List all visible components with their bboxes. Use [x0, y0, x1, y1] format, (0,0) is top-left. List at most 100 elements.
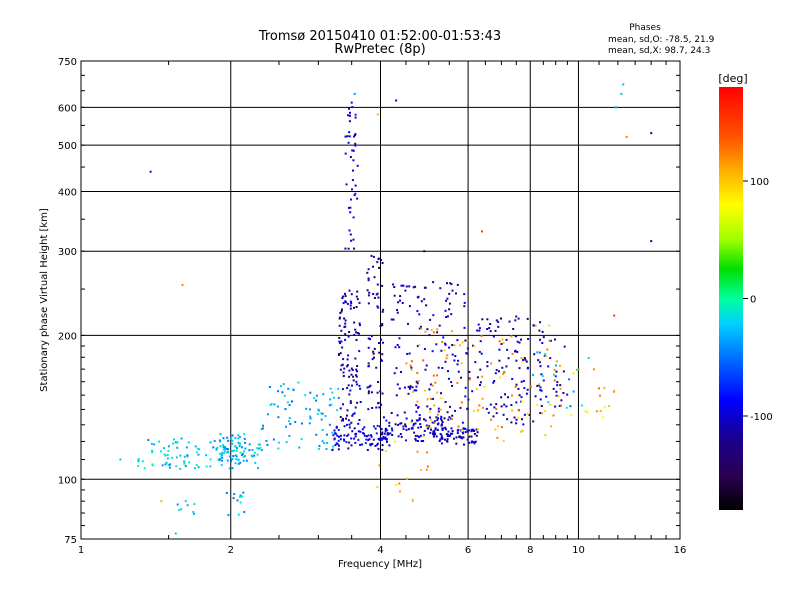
data-point [556, 384, 559, 387]
data-point [355, 432, 358, 435]
data-point [456, 339, 459, 342]
data-point [382, 435, 385, 438]
data-point [490, 362, 493, 365]
data-point [338, 435, 341, 438]
data-point [456, 363, 459, 366]
data-point [348, 331, 351, 333]
data-point [414, 437, 417, 440]
data-point [383, 432, 386, 435]
data-point [381, 353, 384, 356]
data-point [346, 365, 349, 368]
data-point [260, 449, 263, 452]
colorbar-tick-label: 100 [750, 177, 769, 188]
data-point [239, 451, 242, 454]
data-point [137, 465, 140, 467]
data-point [446, 435, 449, 437]
data-point [494, 428, 497, 431]
data-point [162, 447, 165, 450]
data-point [368, 291, 371, 294]
data-point [373, 356, 375, 359]
data-point [402, 425, 405, 428]
data-point [186, 504, 189, 507]
data-point [432, 331, 435, 334]
data-point [441, 367, 444, 369]
data-point [348, 120, 351, 123]
data-point [493, 406, 496, 409]
data-point [466, 347, 469, 350]
data-point [381, 310, 384, 313]
y-tick-label: 200 [58, 331, 77, 342]
data-point [235, 449, 238, 452]
x-tick-label: 8 [527, 545, 533, 556]
data-point [448, 292, 451, 295]
data-point [376, 283, 379, 286]
data-point [471, 428, 473, 431]
data-point [498, 340, 501, 343]
data-point [370, 335, 373, 338]
data-point [506, 348, 509, 351]
data-point [338, 316, 341, 319]
data-point [455, 442, 458, 445]
data-point [343, 367, 346, 370]
data-point [377, 296, 380, 299]
data-point [440, 417, 442, 420]
data-point [341, 297, 344, 300]
data-point [164, 463, 167, 466]
data-point [326, 441, 329, 444]
data-point [315, 433, 318, 436]
data-point [444, 309, 447, 312]
data-point [443, 417, 446, 420]
data-point [542, 336, 545, 339]
data-point [194, 445, 197, 448]
data-point [272, 438, 275, 441]
data-point [383, 437, 385, 440]
data-point [447, 370, 449, 373]
data-point [405, 362, 408, 365]
data-point [423, 298, 426, 301]
data-point [347, 447, 350, 450]
data-point [321, 412, 324, 415]
data-point [434, 427, 437, 430]
data-point [522, 423, 525, 426]
data-point [349, 114, 351, 117]
data-point [545, 395, 548, 398]
data-point [615, 106, 617, 109]
data-point [322, 393, 325, 396]
data-point [375, 406, 378, 409]
data-point [419, 434, 422, 437]
data-point [147, 439, 150, 441]
data-point [377, 438, 380, 440]
data-point [520, 400, 523, 403]
data-point [349, 111, 351, 114]
data-point [416, 435, 419, 438]
y-tick-label: 750 [58, 57, 77, 68]
data-point [418, 380, 420, 382]
data-point [447, 418, 450, 421]
data-point [464, 427, 467, 430]
data-point [440, 392, 442, 395]
data-point [174, 441, 177, 444]
data-point [192, 511, 195, 513]
data-point [480, 334, 483, 337]
data-point [544, 355, 547, 357]
data-point [253, 451, 256, 454]
data-point [446, 411, 449, 414]
data-point [237, 434, 240, 437]
data-point [416, 371, 419, 374]
data-point [349, 389, 352, 392]
data-point [433, 421, 436, 424]
data-point [381, 262, 384, 264]
data-point [486, 318, 489, 321]
data-point [424, 368, 427, 371]
data-point [377, 257, 380, 260]
data-point [268, 386, 271, 388]
data-point [499, 376, 502, 379]
data-point [220, 453, 223, 456]
data-point [143, 467, 146, 470]
data-point [552, 387, 555, 390]
data-point [377, 306, 380, 309]
data-point [422, 359, 425, 362]
data-point [517, 408, 520, 411]
data-point [544, 434, 547, 437]
data-point [197, 466, 200, 469]
